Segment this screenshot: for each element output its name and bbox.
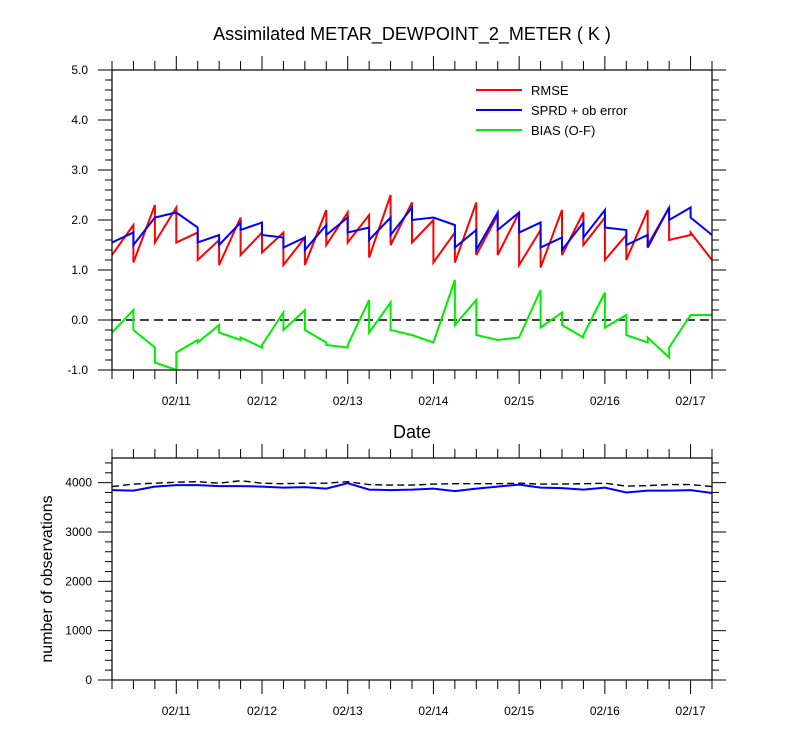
series-group	[112, 194, 712, 370]
x-tick-label: 02/16	[590, 704, 620, 718]
x-axis-label: Date	[393, 422, 431, 442]
x-tick-label: 02/17	[676, 704, 706, 718]
observation-count-panel: 02/11 02/12 02/13 02/14 02/15 02/16 02/17 0 1000…	[39, 444, 726, 718]
y-tick-label: 4.0	[71, 113, 88, 127]
series-line-used-obs	[112, 482, 712, 494]
series-line-sprd-ob-error	[112, 204, 712, 254]
x-tick-label: 02/17	[676, 394, 706, 408]
y-tick-label: 3000	[65, 525, 92, 539]
x-tick-label: 02/13	[333, 704, 363, 718]
legend-label: SPRD + ob error	[531, 103, 628, 118]
x-tick-label: 02/13	[333, 394, 363, 408]
y-tick-label: 1000	[65, 624, 92, 638]
series-line-possible-obs	[112, 479, 712, 488]
y-tick-label: 4000	[65, 476, 92, 490]
y-tick-label: 3.0	[71, 163, 88, 177]
legend-label: BIAS (O-F)	[531, 123, 595, 138]
y-tick-label: 0	[85, 673, 92, 687]
y-tick-label: 1.0	[71, 263, 88, 277]
x-tick-label: 02/15	[504, 394, 534, 408]
y-tick-label: 2.0	[71, 213, 88, 227]
x-tick-label: 02/14	[418, 394, 448, 408]
y-axis-label: number of observations	[39, 495, 56, 662]
chart-title: Assimilated METAR_DEWPOINT_2_METER ( K )	[213, 24, 611, 45]
y-tick-label: 0.0	[71, 313, 88, 327]
x-tick-label: 02/14	[418, 704, 448, 718]
x-tick-label: 02/11	[162, 704, 191, 718]
y-tick-label: -1.0	[67, 363, 88, 377]
x-tick-label: 02/11	[162, 394, 191, 408]
x-tick-label: 02/16	[590, 394, 620, 408]
y-tick-label: 2000	[65, 574, 92, 588]
assimilation-stats-panel: 02/11 02/12 02/13 02/14 02/15 02/16 02/17 -1.0 0…	[67, 24, 726, 442]
legend-label: RMSE	[531, 83, 569, 98]
x-tick-label: 02/12	[247, 394, 277, 408]
series-group	[112, 479, 712, 494]
x-tick-label: 02/12	[247, 704, 277, 718]
series-line-bias-o-f	[112, 279, 712, 370]
y-tick-label: 5.0	[71, 63, 88, 77]
legend: RMSE SPRD + ob error BIAS (O-F)	[476, 83, 628, 138]
x-tick-label: 02/15	[504, 704, 534, 718]
